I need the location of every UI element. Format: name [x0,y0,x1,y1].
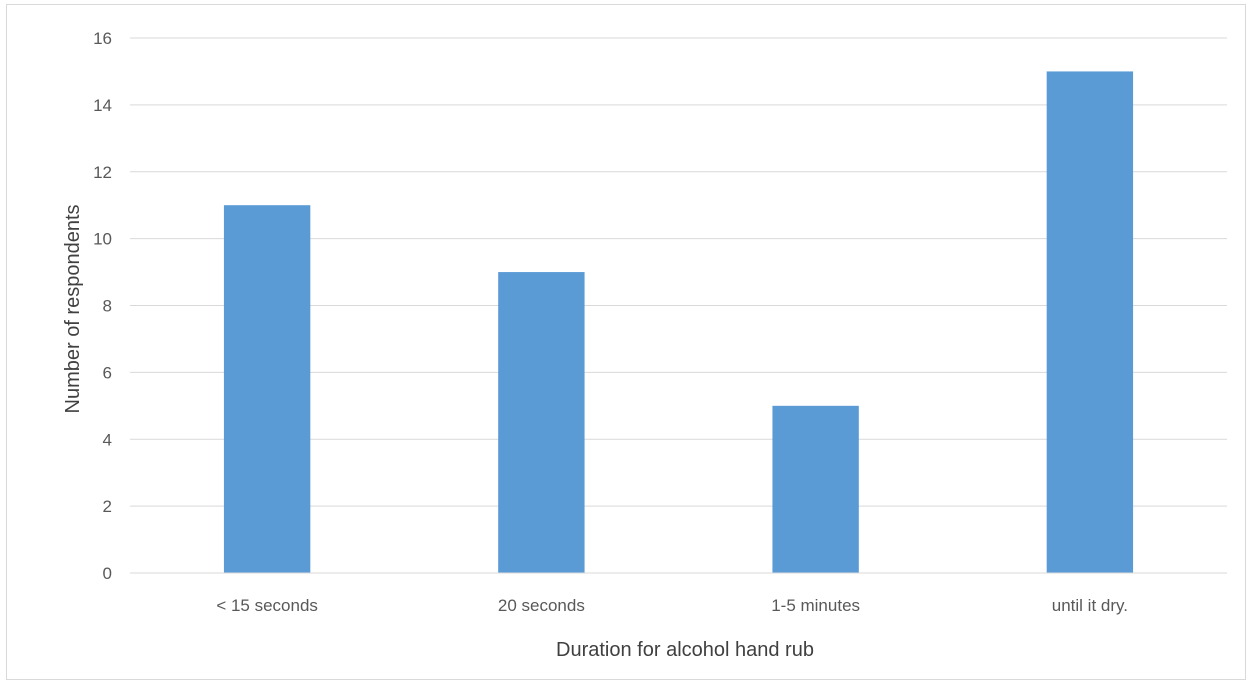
y-tick-label: 14 [93,96,112,115]
x-tick-label: < 15 seconds [216,596,318,615]
y-tick-label: 0 [103,564,112,583]
y-tick-label: 8 [103,297,112,316]
bars [223,71,1134,573]
bar [1046,71,1134,573]
y-tick-label: 10 [93,230,112,249]
bar [498,272,585,573]
bar-chart: 0 2 4 6 8 10 12 14 16 < 15 seconds 20 seconds 1-5 m… [62,29,1227,661]
bar [223,205,311,573]
x-tick-label: 20 seconds [498,596,585,615]
y-axis-title: Number of respondents [62,204,84,413]
bar [772,405,859,573]
y-tick-label: 16 [93,29,112,48]
y-tick-label: 12 [93,163,112,182]
y-tick-label: 2 [103,497,112,516]
tick-labels: 0 2 4 6 8 10 12 14 16 < 15 seconds 20 seconds 1-5 m… [93,29,1128,615]
x-axis-title: Duration for alcohol hand rub [556,639,814,661]
x-tick-label: until it dry. [1052,596,1128,615]
gridlines [130,37,1227,507]
y-tick-label: 6 [103,363,112,382]
y-tick-label: 4 [103,430,112,449]
chart-frame: 0 2 4 6 8 10 12 14 16 < 15 seconds 20 seconds 1-5 m… [6,4,1246,680]
x-tick-label: 1-5 minutes [771,596,860,615]
